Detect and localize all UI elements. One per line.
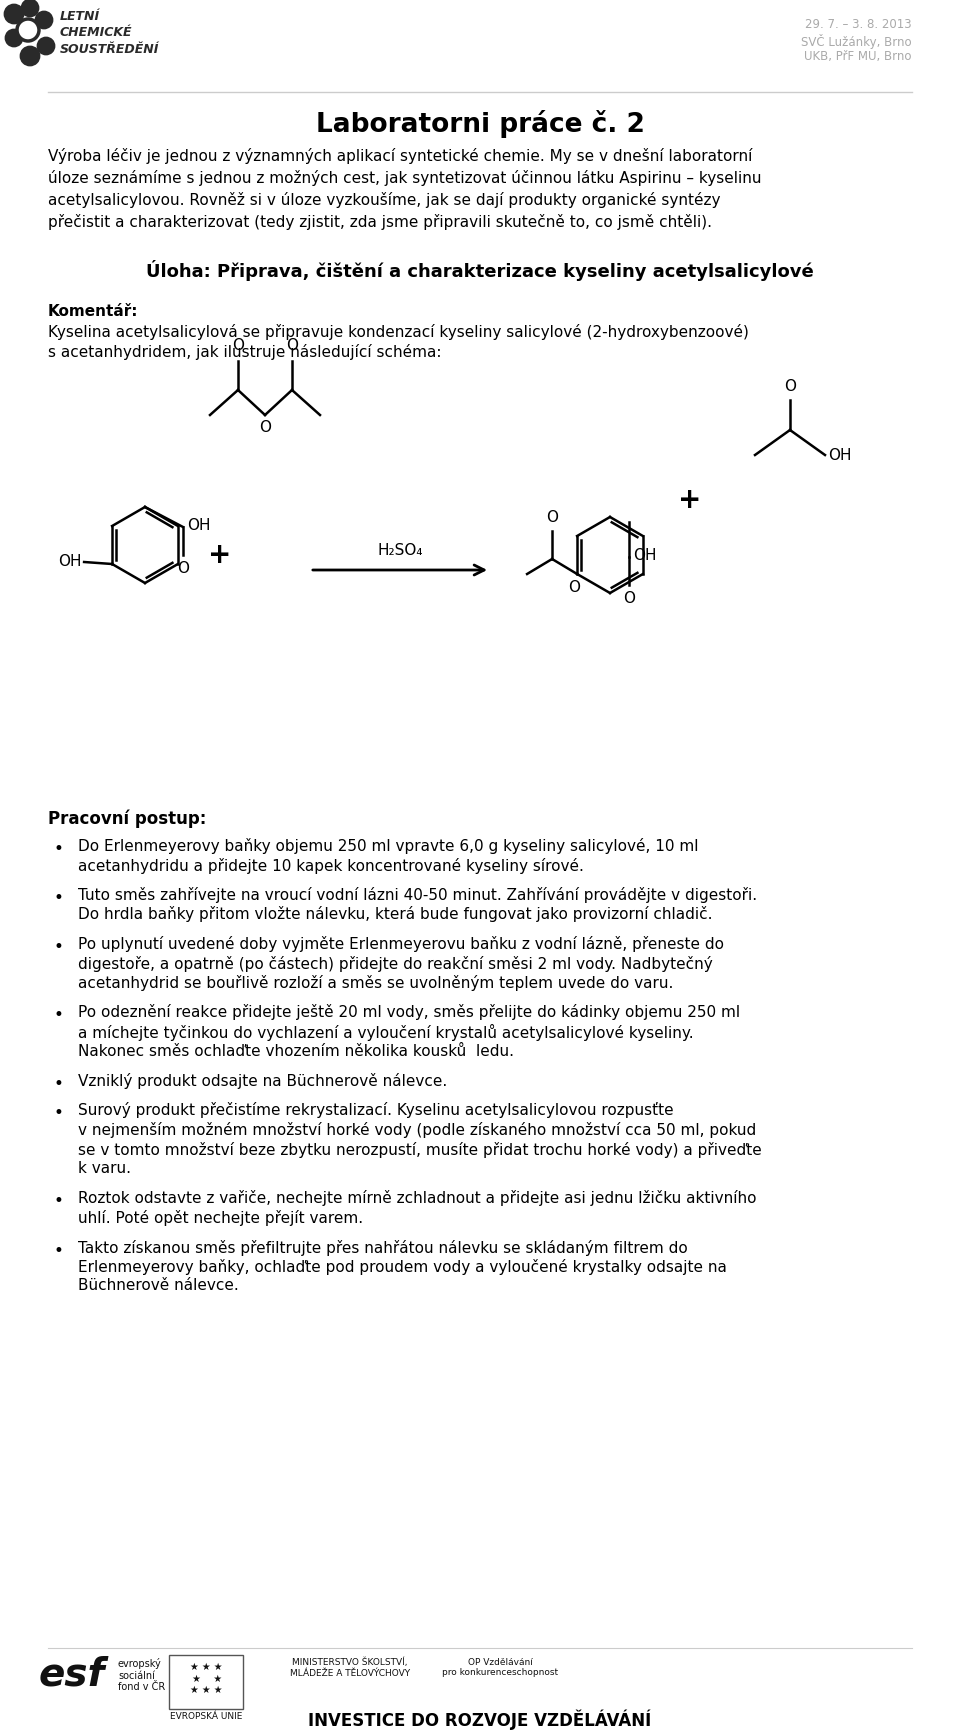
Text: Po uplynutí uvedené doby vyjměte Erlenmeyerovu baňku z vodní lázně, přeneste do: Po uplynutí uvedené doby vyjměte Erlenme… (78, 936, 724, 952)
Text: Büchnerově nálevce.: Büchnerově nálevce. (78, 1278, 239, 1294)
Text: O: O (286, 338, 298, 354)
Circle shape (22, 0, 38, 16)
Text: se v tomto množství beze zbytku nerozpustí, musíte přidat trochu horké vody) a p: se v tomto množství beze zbytku nerozpus… (78, 1141, 761, 1158)
Text: SVČ Lužánky, Brno: SVČ Lužánky, Brno (802, 35, 912, 49)
Text: evropský
sociální
fond v ČR: evropský sociální fond v ČR (118, 1658, 165, 1692)
Text: +: + (208, 541, 231, 569)
Text: UKB, PřF MU, Brno: UKB, PřF MU, Brno (804, 50, 912, 62)
Text: Roztok odstavte z vařiče, nechejte mírně zchladnout a přidejte asi jednu lžičku : Roztok odstavte z vařiče, nechejte mírně… (78, 1191, 756, 1207)
Text: OH: OH (633, 548, 657, 562)
Circle shape (36, 12, 52, 28)
Text: OH: OH (59, 555, 83, 569)
Text: O: O (232, 338, 244, 354)
Text: acetanhydrid se bouřlivě rozloží a směs se uvolněným teplem uvede do varu.: acetanhydrid se bouřlivě rozloží a směs … (78, 975, 673, 992)
Text: O: O (259, 420, 271, 435)
Text: digestoře, a opatrně (po částech) přidejte do reakční směsi 2 ml vody. Nadbytečn: digestoře, a opatrně (po částech) přidej… (78, 955, 712, 971)
Text: O: O (546, 510, 558, 525)
Text: ★ ★ ★
 ★    ★
★ ★ ★: ★ ★ ★ ★ ★ ★ ★ ★ (189, 1661, 223, 1696)
Text: Vzniklý produkt odsajte na Büchnerově nálevce.: Vzniklý produkt odsajte na Büchnerově ná… (78, 1073, 447, 1089)
Text: O: O (177, 562, 189, 576)
Text: O: O (623, 591, 635, 607)
Text: O: O (784, 380, 796, 394)
Text: SOUSTŘEDĚNÍ: SOUSTŘEDĚNÍ (60, 43, 159, 55)
Text: Úloha: Připrava, čištění a charakterizace kyseliny acetylsalicylové: Úloha: Připrava, čištění a charakterizac… (146, 260, 814, 281)
Circle shape (17, 19, 39, 42)
Text: LETNÍ: LETNÍ (60, 10, 100, 23)
Text: Erlenmeyerovy baňky, ochlaďte pod proudem vody a vyloučené krystalky odsajte na: Erlenmeyerovy baňky, ochlaďte pod proude… (78, 1259, 727, 1274)
Text: Surový produkt přečistíme rekrystalizací. Kyselinu acetylsalicylovou rozpusťte: Surový produkt přečistíme rekrystalizací… (78, 1103, 674, 1118)
Text: 29. 7. – 3. 8. 2013: 29. 7. – 3. 8. 2013 (805, 17, 912, 31)
Circle shape (38, 38, 54, 54)
Text: •: • (53, 1242, 63, 1259)
Text: •: • (53, 1105, 63, 1122)
Text: •: • (53, 890, 63, 907)
Text: a míchejte tyčinkou do vychlazení a vyloučení krystalů acetylsalicylové kyseliny: a míchejte tyčinkou do vychlazení a vylo… (78, 1025, 694, 1040)
Text: MINISTERSTVO ŠKOLSTVÍ,
MLÁDEŽE A TĚLOVÝCHOVY: MINISTERSTVO ŠKOLSTVÍ, MLÁDEŽE A TĚLOVÝC… (290, 1658, 410, 1679)
FancyBboxPatch shape (169, 1654, 243, 1710)
Text: Kyselina acetylsalicylová se připravuje kondenzací kyseliny salicylové (2-hydrox: Kyselina acetylsalicylová se připravuje … (48, 324, 749, 340)
Text: EVROPSKÁ UNIE: EVROPSKÁ UNIE (170, 1711, 242, 1722)
Text: •: • (53, 1193, 63, 1210)
Text: acetanhydridu a přidejte 10 kapek koncentrované kyseliny sírové.: acetanhydridu a přidejte 10 kapek koncen… (78, 858, 584, 874)
Text: OH: OH (828, 447, 852, 463)
Circle shape (5, 5, 23, 23)
Text: Komentář:: Komentář: (48, 303, 138, 319)
Text: přečistit a charakterizovat (tedy zjistit, zda jsme připravili skutečně to, co j: přečistit a charakterizovat (tedy zjisti… (48, 213, 712, 231)
Text: Takto získanou směs přefiltrujte přes nahřátou nálevku se skládaným filtrem do: Takto získanou směs přefiltrujte přes na… (78, 1240, 687, 1255)
Text: Pracovní postup:: Pracovní postup: (48, 810, 206, 829)
Text: •: • (53, 938, 63, 955)
Text: •: • (53, 839, 63, 858)
Circle shape (21, 47, 39, 64)
Text: Nakonec směs ochlaďte vhozením několika kousků  ledu.: Nakonec směs ochlaďte vhozením několika … (78, 1044, 514, 1058)
Text: INVESTICE DO ROZVOJE VZDĚLÁVÁNÍ: INVESTICE DO ROZVOJE VZDĚLÁVÁNÍ (308, 1710, 652, 1731)
Text: úloze seznámíme s jednou z možných cest, jak syntetizovat účinnou látku Aspirinu: úloze seznámíme s jednou z možných cest,… (48, 170, 761, 186)
Text: k varu.: k varu. (78, 1162, 131, 1176)
Circle shape (6, 29, 22, 47)
Text: OP Vzdělávání
pro konkurenceschopnost: OP Vzdělávání pro konkurenceschopnost (442, 1658, 558, 1677)
Text: Tuto směs zahřívejte na vroucí vodní lázni 40-50 minut. Zahřívání provádějte v d: Tuto směs zahřívejte na vroucí vodní láz… (78, 888, 757, 903)
Text: +: + (679, 486, 702, 513)
Text: CHEMICKÉ: CHEMICKÉ (60, 26, 132, 38)
Text: Po odeznění reakce přidejte ještě 20 ml vody, směs přelijte do kádinky objemu 25: Po odeznění reakce přidejte ještě 20 ml … (78, 1004, 740, 1021)
Text: •: • (53, 1075, 63, 1092)
Text: acetylsalicylovou. Rovněž si v úloze vyzkoušíme, jak se dají produkty organické : acetylsalicylovou. Rovněž si v úloze vyz… (48, 192, 721, 208)
Text: •: • (53, 1006, 63, 1025)
Text: s acetanhydridem, jak ilustruje následující schéma:: s acetanhydridem, jak ilustruje následuj… (48, 343, 442, 361)
Text: H₂SO₄: H₂SO₄ (377, 543, 422, 558)
Text: Do Erlenmeyerovy baňky objemu 250 ml vpravte 6,0 g kyseliny salicylové, 10 ml: Do Erlenmeyerovy baňky objemu 250 ml vpr… (78, 838, 699, 855)
Text: Výroba léčiv je jednou z významných aplikací syntetické chemie. My se v dnešní l: Výroba léčiv je jednou z významných apli… (48, 147, 753, 165)
Text: Laboratorni práce č. 2: Laboratorni práce č. 2 (316, 109, 644, 139)
Text: Do hrdla baňky přitom vložte nálevku, která bude fungovat jako provizorní chladi: Do hrdla baňky přitom vložte nálevku, kt… (78, 907, 712, 922)
Text: O: O (568, 579, 580, 595)
Text: v nejmenším možném množství horké vody (podle získaného množství cca 50 ml, poku: v nejmenším možném množství horké vody (… (78, 1122, 756, 1138)
Text: OH: OH (187, 517, 210, 532)
Text: uhlí. Poté opět nechejte přejít varem.: uhlí. Poté opět nechejte přejít varem. (78, 1210, 363, 1226)
Text: esf: esf (38, 1656, 106, 1694)
